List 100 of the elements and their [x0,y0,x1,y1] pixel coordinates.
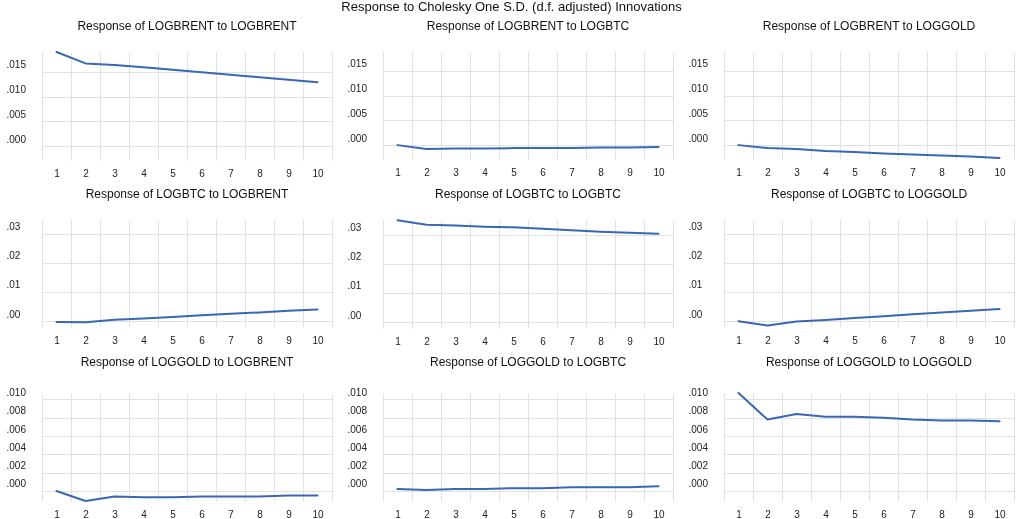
x-tick-label: 9 [286,508,293,519]
x-tick-label: 1 [54,508,61,519]
x-tick-label: 3 [112,167,119,179]
x-tick-label: 3 [112,334,119,346]
x-tick-label: 3 [794,334,801,346]
y-tick-label: .004 [6,441,27,453]
y-tick-label: .02 [6,250,21,262]
x-tick-label: 9 [968,334,975,346]
x-tick-label: 10 [312,167,324,179]
chart-title: Response of LOGGOLD to LOGGOLD [765,355,973,370]
x-tick-label: 10 [994,508,1006,519]
x-tick-label: 10 [994,166,1006,178]
y-tick-label: .03 [347,222,362,234]
x-tick-label: 2 [424,335,431,347]
y-tick-label: .010 [688,386,709,398]
x-tick-label: 8 [257,167,264,179]
y-tick-label: .002 [347,460,368,472]
x-tick-label: 5 [511,166,518,178]
x-tick-label: 6 [540,508,547,519]
x-tick-label: 2 [765,508,772,519]
x-tick-label: 2 [424,166,431,178]
x-tick-label: 8 [257,508,264,519]
y-tick-label: .005 [347,107,368,119]
x-tick-label: 10 [312,334,324,346]
y-tick-label: .03 [688,221,703,233]
x-tick-label: 1 [395,508,402,519]
x-tick-label: 2 [83,508,90,519]
y-tick-label: .01 [6,279,21,291]
x-tick-label: 1 [54,167,61,179]
x-tick-label: 8 [939,508,946,519]
y-tick-label: .010 [6,84,27,96]
chart-title: Response of LOGBRENT to LOGGOLD [762,19,976,33]
x-tick-label: 7 [569,508,576,519]
y-tick-label: .006 [688,423,709,435]
y-tick-label: .015 [688,58,709,70]
chart-title: Response of LOGBRENT to LOGBRENT [77,19,298,33]
x-tick-label: 8 [257,334,264,346]
y-tick-label: .004 [347,441,368,453]
x-tick-label: 2 [83,167,90,179]
x-tick-label: 2 [83,334,90,346]
x-tick-label: 4 [823,508,830,519]
x-tick-label: 1 [54,334,61,346]
chart-title: Response of LOGGOLD to LOGBTC [429,355,627,370]
x-tick-label: 10 [653,508,665,519]
chart-title: Response of LOGGOLD to LOGBRENT [80,355,295,370]
x-tick-label: 7 [569,335,576,347]
x-tick-label: 5 [511,335,518,347]
x-tick-label: 2 [765,334,772,346]
x-tick-label: 6 [881,334,888,346]
chart-title: Response of LOGBTC to LOGBTC [434,187,622,202]
chart-title: Response of LOGBTC to LOGBRENT [85,187,290,201]
y-tick-label: .02 [688,250,703,262]
x-tick-label: 6 [881,508,888,519]
y-tick-label: .000 [688,132,709,144]
x-tick-label: 5 [852,508,859,519]
x-tick-label: 10 [312,508,324,519]
x-tick-label: 10 [653,166,665,178]
x-tick-label: 7 [228,334,235,346]
x-tick-label: 6 [540,335,547,347]
text: Response to Cholesky One S.D. (d.f. adjusted) Innovations [340,0,683,14]
x-tick-label: 5 [852,334,859,346]
x-tick-label: 7 [228,508,235,519]
x-tick-label: 1 [736,334,743,346]
x-tick-label: 4 [141,334,148,346]
y-tick-label: .000 [688,478,709,490]
x-tick-label: 8 [939,166,946,178]
x-tick-label: 9 [627,508,634,519]
x-tick-label: 3 [794,166,801,178]
x-tick-label: 8 [598,166,605,178]
x-tick-label: 9 [968,508,975,519]
y-tick-label: .000 [6,478,27,490]
x-tick-label: 10 [653,335,665,347]
x-tick-label: 9 [286,167,293,179]
x-tick-label: 7 [569,166,576,178]
x-tick-label: 3 [794,508,801,519]
y-tick-label: .03 [6,221,21,233]
y-tick-label: .006 [347,423,368,435]
x-tick-label: 4 [482,166,489,178]
y-tick-label: .00 [347,309,362,321]
y-tick-label: .015 [347,58,368,70]
x-tick-label: 7 [910,334,917,346]
x-tick-label: 4 [482,335,489,347]
x-tick-label: 1 [395,335,402,347]
x-tick-label: 5 [170,508,177,519]
x-tick-label: 1 [395,166,402,178]
y-tick-label: .000 [6,133,27,145]
y-tick-label: .010 [688,83,709,95]
y-tick-label: .006 [6,423,27,435]
x-tick-label: 1 [736,166,743,178]
x-tick-label: 6 [881,166,888,178]
x-tick-label: 10 [994,334,1006,346]
y-tick-label: .01 [688,279,703,291]
x-tick-label: 6 [199,334,206,346]
x-tick-label: 7 [910,508,917,519]
chart-title: Response of LOGBRENT to LOGBTC [426,19,630,33]
x-tick-label: 8 [939,334,946,346]
y-tick-label: .00 [688,308,703,320]
x-tick-label: 3 [453,166,460,178]
y-tick-label: .01 [347,280,362,292]
x-tick-label: 7 [228,167,235,179]
